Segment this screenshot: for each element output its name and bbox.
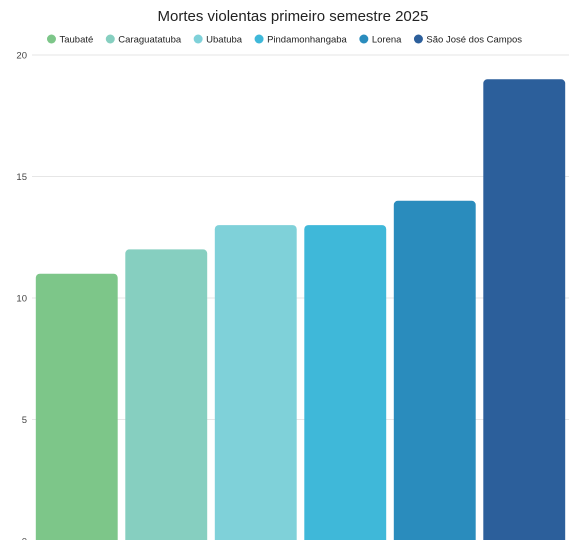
y-tick-label: 0: [22, 537, 27, 540]
legend-item: Taubaté: [46, 34, 93, 45]
legend-item: Pindamonhangaba: [254, 34, 348, 45]
legend-item: Lorena: [359, 34, 402, 45]
legend-label: Ubatuba: [206, 34, 243, 45]
chart-legend: Taubaté Caraguatatuba Ubatuba Pindamonhanga…: [46, 34, 522, 45]
legend-swatch: [254, 34, 264, 44]
bar-lorena: [393, 200, 476, 540]
legend-label: Pindamonhangaba: [267, 34, 347, 45]
legend-item: São José dos Campos: [413, 34, 522, 45]
legend-label: Taubaté: [59, 34, 93, 45]
legend-label: Caraguatatuba: [118, 34, 182, 45]
legend-label: São José dos Campos: [426, 34, 522, 45]
y-tick-label: 10: [16, 294, 27, 305]
bar-pindamonhangaba: [304, 225, 387, 540]
y-axis: 0 5 10 15 20: [16, 51, 27, 540]
legend-item: Caraguatatuba: [105, 34, 182, 45]
legend-swatch: [413, 34, 423, 44]
legend-item: Ubatuba: [193, 34, 243, 45]
y-tick-label: 15: [16, 172, 27, 183]
bar-taubate: [35, 273, 118, 540]
chart-title: Mortes violentas primeiro semestre 2025: [158, 8, 429, 25]
legend-swatch: [105, 34, 115, 44]
legend-swatch: [46, 34, 56, 44]
chart-grid: [32, 54, 569, 420]
y-tick-label: 5: [22, 415, 27, 426]
y-tick-label: 20: [16, 51, 27, 62]
bars: [35, 79, 566, 540]
legend-swatch: [359, 34, 369, 44]
bar-ubatuba: [214, 225, 297, 540]
legend-swatch: [193, 34, 203, 44]
legend-label: Lorena: [372, 34, 402, 45]
bar-caraguatatuba: [125, 249, 208, 540]
bar-sao-jose-dos-campos: [483, 79, 566, 540]
